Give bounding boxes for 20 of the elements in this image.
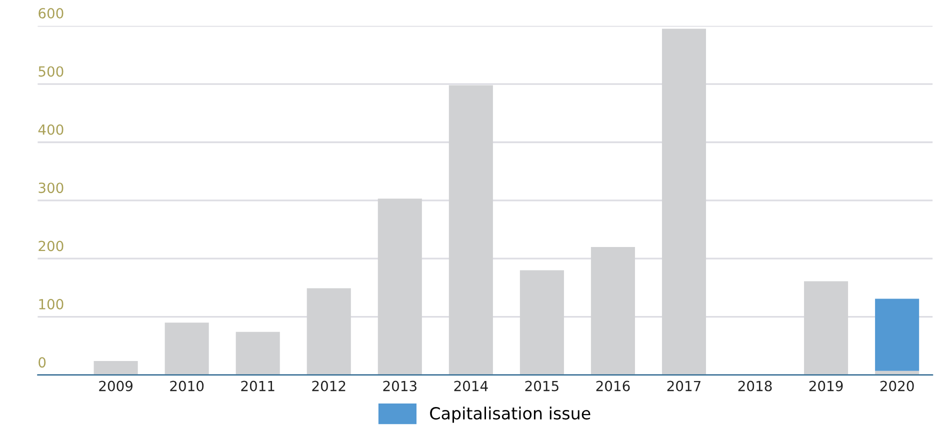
x-tick-label: 2012 — [312, 380, 346, 392]
x-tick-label: 2014 — [454, 380, 488, 392]
x-tick-label: 2016 — [596, 380, 630, 392]
x-tick-label: 2009 — [99, 380, 132, 392]
x-tick-label: 2013 — [383, 380, 416, 392]
y-tick-label: 600 — [38, 8, 64, 19]
y-tick-label: 500 — [38, 66, 64, 77]
x-tick-label: 2020 — [880, 380, 914, 392]
y-tick-label: 400 — [38, 124, 64, 135]
y-tick-label: 300 — [38, 182, 64, 194]
x-tick-label: 2019 — [809, 380, 843, 392]
y-tick-label: 0 — [38, 357, 46, 368]
x-tick-label: 2018 — [738, 380, 772, 392]
y-tick-label: 200 — [38, 240, 64, 252]
y-tick-label: 100 — [39, 298, 64, 310]
x-tick-label: 2017 — [667, 380, 700, 392]
legend-label: Capitalisation issue — [430, 406, 590, 423]
x-tick-label: 2010 — [170, 380, 204, 392]
x-tick-label: 2011 — [241, 380, 274, 392]
x-tick-label: 2015 — [525, 380, 558, 392]
